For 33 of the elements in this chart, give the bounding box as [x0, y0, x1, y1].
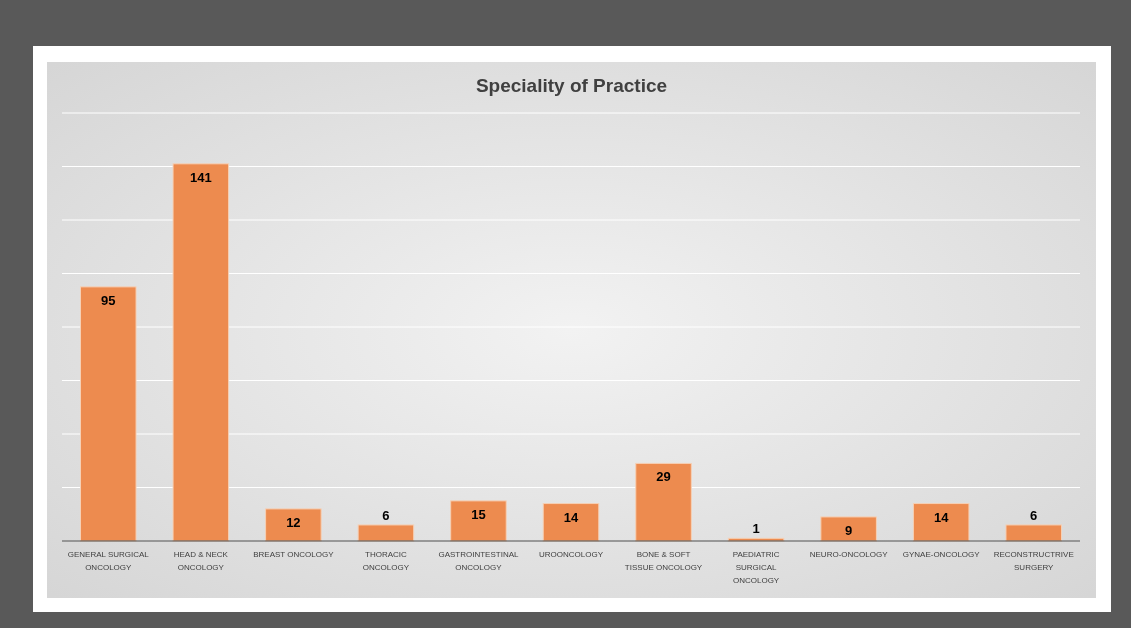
data-label: 1 — [752, 521, 760, 537]
x-tick-label: BONE & SOFT TISSUE ONCOLOGY — [624, 550, 703, 572]
x-tick-label: BREAST ONCOLOGY — [253, 550, 335, 559]
data-label: 141 — [189, 169, 212, 185]
bar — [357, 524, 415, 542]
data-label: 95 — [101, 292, 116, 308]
x-tick-label: GENERAL SURGICAL ONCOLOGY — [67, 550, 150, 572]
bar — [450, 500, 507, 542]
chart-title: Speciality of Practice — [475, 75, 668, 96]
x-tick-label: PAEDIATRIC SURGICAL ONCOLOGY — [732, 550, 780, 585]
x-tick-label: THORACIC ONCOLOGY — [362, 550, 410, 572]
x-tick-label: GASTROINTESTINAL ONCOLOGY — [438, 550, 520, 572]
data-label: 14 — [563, 509, 579, 525]
bar — [635, 462, 692, 542]
data-label: 29 — [656, 469, 671, 485]
bar — [80, 286, 137, 542]
bar — [820, 516, 877, 542]
x-tick-label: HEAD & NECK ONCOLOGY — [173, 550, 229, 572]
x-tick-label: GYNAE-ONCOLOGY — [902, 550, 981, 559]
data-label: 12 — [286, 514, 301, 530]
x-tick-label: UROONCOLOGY — [538, 550, 604, 559]
x-tick-label: RECONSTRUCTRIVE SURGERY — [993, 550, 1074, 572]
data-label: 6 — [1030, 507, 1038, 523]
data-label: 9 — [845, 522, 853, 538]
bar — [265, 508, 322, 542]
bar — [1005, 524, 1062, 542]
bar — [912, 503, 970, 542]
bar — [542, 503, 600, 542]
data-label: 14 — [933, 509, 950, 525]
data-label: 6 — [382, 507, 390, 523]
bar — [172, 163, 230, 542]
x-tick-label: NEURO-ONCOLOGY — [809, 550, 889, 559]
data-label: 15 — [471, 506, 486, 522]
